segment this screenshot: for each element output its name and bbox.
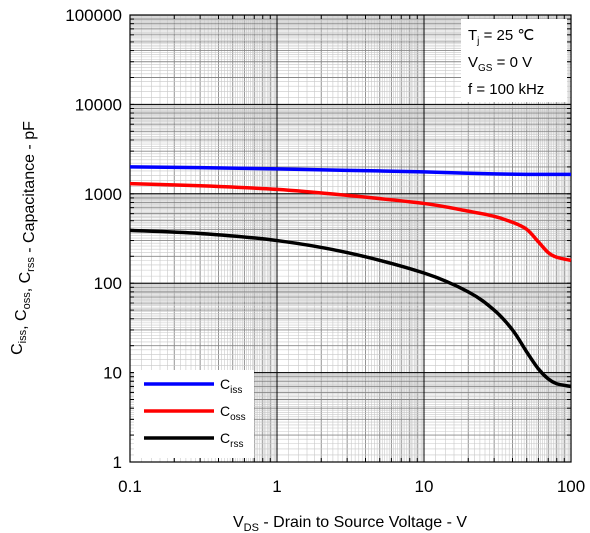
conditions-annotation: Tj = 25 ℃ VGS = 0 V f = 100 kHz xyxy=(468,27,544,98)
y-tick-label: 1 xyxy=(113,453,122,472)
series-line-oss xyxy=(129,181,572,263)
legend-label: Coss xyxy=(220,403,246,423)
x-tick-label: 10 xyxy=(415,477,434,496)
condition-line: VGS = 0 V xyxy=(468,54,532,74)
y-tick-label: 10000 xyxy=(75,95,122,114)
y-tick-label: 1000 xyxy=(84,185,122,204)
y-tick-label: 100000 xyxy=(65,6,122,25)
series-line-rss xyxy=(129,228,572,389)
legend: Ciss Coss Crss xyxy=(144,376,246,450)
y-tick-label: 10 xyxy=(103,364,122,383)
y-tick-label: 100 xyxy=(94,274,122,293)
series-line-iss xyxy=(129,165,571,177)
x-tick-label: 0.1 xyxy=(118,477,142,496)
y-tick-labels: 1 10 100 1000 10000 100000 xyxy=(65,6,122,472)
plot-area-frame xyxy=(129,14,572,463)
legend-label: Ciss xyxy=(220,376,242,396)
condition-line: f = 100 kHz xyxy=(468,81,544,98)
condition-line: Tj = 25 ℃ xyxy=(468,27,534,47)
axis-ticks xyxy=(130,14,572,462)
x-tick-label: 1 xyxy=(272,477,281,496)
data-series xyxy=(129,165,572,389)
x-axis-label: VDS - Drain to Source Voltage - V xyxy=(233,514,467,533)
conditions-box xyxy=(461,19,567,102)
x-tick-labels: 0.1 1 10 100 xyxy=(118,477,585,496)
x-tick-label: 100 xyxy=(557,477,585,496)
legend-label: Crss xyxy=(220,430,243,450)
y-axis-label: Ciss, Coss, Crss - Capacitance - pF xyxy=(9,121,38,355)
